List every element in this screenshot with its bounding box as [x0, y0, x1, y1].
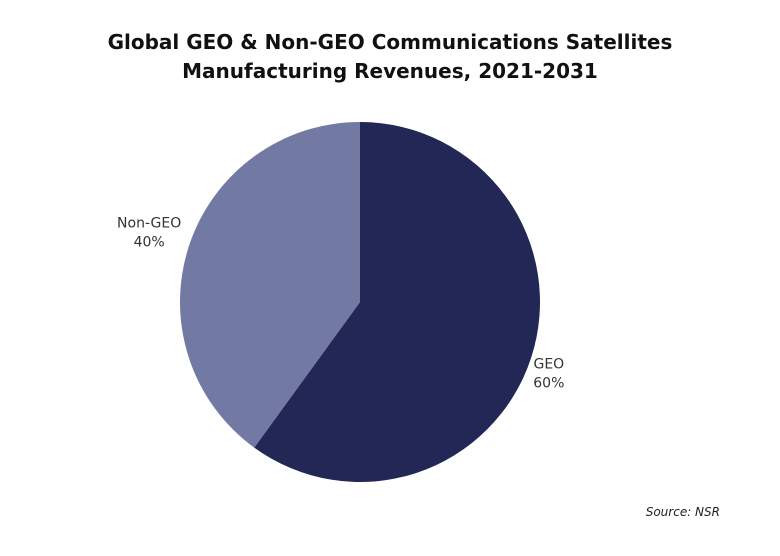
pie-slice-geo [254, 122, 540, 483]
chart-title: Global GEO & Non-GEO Communications Sate… [0, 28, 780, 86]
slice-value-geo: 60% [533, 375, 564, 391]
slice-value-non-geo: 40% [134, 235, 165, 251]
chart-title-line-1: Global GEO & Non-GEO Communications Sate… [107, 30, 673, 54]
pie-slice-non-geo [180, 122, 360, 448]
chart-title-line-2: Manufacturing Revenues, 2021-2031 [182, 59, 598, 83]
slice-label-non-geo: Non-GEO [117, 216, 181, 232]
source-note: Source: NSR [645, 505, 720, 519]
slice-label-geo: GEO [533, 356, 564, 372]
